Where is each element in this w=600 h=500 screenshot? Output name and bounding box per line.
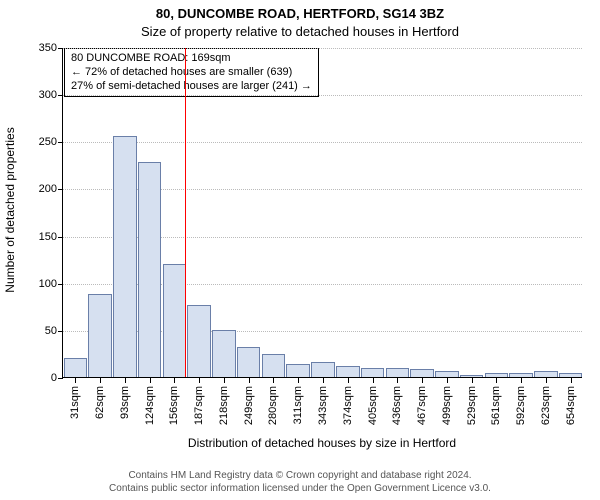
footer-line: Contains HM Land Registry data © Crown c… <box>0 470 600 483</box>
histogram-bar <box>460 375 484 377</box>
x-tick-mark <box>472 378 473 383</box>
y-tick-mark <box>58 378 63 379</box>
y-tick-mark <box>58 142 63 143</box>
x-tick-label: 249sqm <box>243 386 255 425</box>
x-tick-mark <box>571 378 572 383</box>
x-axis-label: Distribution of detached houses by size … <box>62 436 582 450</box>
y-axis-label: Number of detached properties <box>3 110 17 310</box>
histogram-bar <box>509 373 533 377</box>
y-tick-mark <box>58 189 63 190</box>
y-tick-mark <box>58 331 63 332</box>
x-tick-mark <box>249 378 250 383</box>
footer-attribution: Contains HM Land Registry data © Crown c… <box>0 470 600 495</box>
histogram-bar <box>534 371 558 377</box>
y-tick-mark <box>58 237 63 238</box>
x-tick-label: 124sqm <box>144 386 156 425</box>
y-tick-label: 300 <box>29 89 57 101</box>
x-tick-mark <box>348 378 349 383</box>
x-tick-label: 93sqm <box>119 386 131 419</box>
histogram-bar <box>113 136 137 377</box>
histogram-bar <box>212 330 236 377</box>
x-tick-label: 467sqm <box>416 386 428 425</box>
y-tick-mark <box>58 95 63 96</box>
x-tick-mark <box>298 378 299 383</box>
chart-container: 80, DUNCOMBE ROAD, HERTFORD, SG14 3BZ Si… <box>0 0 600 500</box>
x-tick-label: 218sqm <box>218 386 230 425</box>
chart-title-address: 80, DUNCOMBE ROAD, HERTFORD, SG14 3BZ <box>0 6 600 21</box>
x-tick-mark <box>174 378 175 383</box>
x-tick-mark <box>75 378 76 383</box>
x-tick-mark <box>546 378 547 383</box>
gridline <box>63 95 582 96</box>
x-tick-mark <box>150 378 151 383</box>
y-tick-label: 250 <box>29 136 57 148</box>
x-tick-mark <box>100 378 101 383</box>
x-tick-label: 529sqm <box>466 386 478 425</box>
y-tick-label: 50 <box>29 325 57 337</box>
x-tick-label: 499sqm <box>441 386 453 425</box>
footer-line: Contains public sector information licen… <box>0 483 600 496</box>
x-tick-mark <box>224 378 225 383</box>
histogram-bar <box>386 368 410 377</box>
x-tick-label: 62sqm <box>94 386 106 419</box>
x-tick-mark <box>397 378 398 383</box>
histogram-bar <box>64 358 88 377</box>
histogram-bar <box>88 294 112 377</box>
chart-title-desc: Size of property relative to detached ho… <box>0 24 600 39</box>
gridline <box>63 142 582 143</box>
histogram-bar <box>311 362 335 377</box>
histogram-bar <box>435 371 459 377</box>
y-tick-label: 200 <box>29 183 57 195</box>
histogram-bar <box>138 162 162 377</box>
histogram-bar <box>410 369 434 377</box>
histogram-bar <box>163 264 187 377</box>
x-tick-mark <box>273 378 274 383</box>
x-tick-mark <box>199 378 200 383</box>
histogram-bar <box>262 354 286 377</box>
histogram-bar <box>187 305 211 377</box>
gridline <box>63 48 582 49</box>
histogram-bar <box>559 373 583 377</box>
y-tick-mark <box>58 48 63 49</box>
x-tick-label: 561sqm <box>490 386 502 425</box>
x-tick-label: 623sqm <box>540 386 552 425</box>
y-tick-label: 350 <box>29 42 57 54</box>
x-tick-mark <box>422 378 423 383</box>
x-tick-mark <box>447 378 448 383</box>
x-tick-mark <box>521 378 522 383</box>
x-tick-label: 405sqm <box>367 386 379 425</box>
histogram-bar <box>286 364 310 377</box>
x-tick-mark <box>373 378 374 383</box>
x-tick-label: 187sqm <box>193 386 205 425</box>
x-tick-label: 436sqm <box>391 386 403 425</box>
x-tick-label: 654sqm <box>565 386 577 425</box>
x-tick-mark <box>496 378 497 383</box>
x-tick-label: 311sqm <box>292 386 304 424</box>
histogram-bar <box>237 347 261 377</box>
y-tick-label: 150 <box>29 231 57 243</box>
x-tick-label: 374sqm <box>342 386 354 425</box>
x-tick-label: 592sqm <box>515 386 527 425</box>
x-tick-mark <box>323 378 324 383</box>
x-tick-label: 343sqm <box>317 386 329 425</box>
x-tick-label: 280sqm <box>267 386 279 425</box>
property-marker-line <box>185 48 186 377</box>
y-tick-label: 0 <box>29 372 57 384</box>
x-tick-label: 31sqm <box>69 386 81 419</box>
x-tick-mark <box>125 378 126 383</box>
histogram-bar <box>336 366 360 377</box>
y-tick-label: 100 <box>29 278 57 290</box>
plot-area: 05010015020025030035031sqm62sqm93sqm124s… <box>62 48 582 378</box>
x-tick-label: 156sqm <box>168 386 180 425</box>
histogram-bar <box>361 368 385 377</box>
y-tick-mark <box>58 284 63 285</box>
histogram-bar <box>485 373 509 377</box>
